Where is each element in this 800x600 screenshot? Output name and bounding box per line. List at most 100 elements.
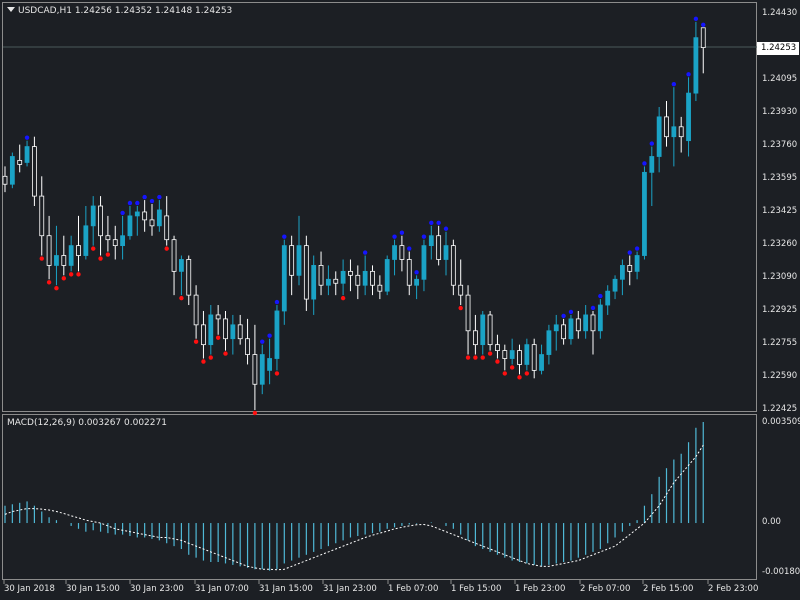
candle-body [39, 195, 45, 237]
candle-body [156, 209, 162, 227]
candle-body [245, 338, 250, 355]
candle-body [495, 344, 500, 351]
price-axis-label: 1.23595 [762, 173, 798, 183]
macd-indicator-pane[interactable]: MACD(12,26,9) 0.003267 0.002271 [2, 414, 757, 580]
time-axis-label: 30 Jan 2018 [4, 584, 55, 594]
candle-body [590, 314, 596, 332]
fractal-down-marker [201, 359, 206, 364]
candle-body [597, 304, 603, 332]
fractal-up-marker [24, 135, 30, 140]
candle-body [17, 160, 23, 165]
fractal-up-marker [421, 234, 427, 239]
time-axis-label: 31 Jan 15:00 [259, 584, 313, 594]
candle-body [178, 259, 184, 272]
candle-body [83, 225, 89, 256]
candle-body [105, 235, 111, 241]
candle-body [68, 245, 74, 266]
candle-body [517, 350, 522, 365]
time-axis-label: 31 Jan 07:00 [195, 584, 249, 594]
candle-body [32, 146, 37, 197]
fractal-down-marker [517, 375, 522, 380]
candle-body [201, 324, 206, 346]
candle-body [223, 318, 228, 340]
fractal-up-marker [414, 270, 419, 275]
fractal-down-marker [164, 246, 169, 251]
fractal-down-marker [465, 355, 471, 360]
candle-body [193, 294, 199, 326]
candle-body [605, 290, 611, 306]
fractal-down-marker [208, 355, 213, 360]
candle-body [531, 344, 537, 371]
fractal-up-marker [260, 339, 265, 344]
macd-signal-line [4, 444, 704, 571]
candle-body [656, 116, 662, 157]
candle-body [377, 284, 383, 292]
candle-body [583, 314, 589, 332]
fractal-up-marker [407, 246, 412, 251]
price-axis-label: 1.23425 [762, 206, 798, 216]
macd-title: MACD(12,26,9) 0.003267 0.002271 [7, 418, 167, 428]
fractal-down-marker [76, 272, 81, 277]
fractal-down-marker [193, 339, 199, 344]
candle-body [127, 215, 133, 237]
fractal-up-marker [686, 72, 691, 77]
candle-body [120, 235, 125, 247]
candle-body [208, 314, 214, 346]
candle-body [649, 156, 655, 173]
price-axis-label: 1.24430 [762, 8, 798, 18]
candle-body [634, 255, 640, 272]
fractal-up-marker [693, 16, 699, 22]
candle-body [171, 239, 177, 272]
price-axis-label: 1.23760 [762, 140, 798, 150]
candle-body [61, 255, 67, 266]
price-chart-pane[interactable]: USDCAD,H1 1.24256 1.24352 1.24148 1.2425… [2, 2, 757, 412]
candle-body [443, 245, 449, 260]
price-axis-label: 1.24095 [762, 74, 798, 84]
candle-body [642, 171, 647, 256]
candle-body [678, 126, 684, 138]
fractal-up-marker [282, 234, 287, 239]
candle-body [472, 330, 478, 346]
candle-body [568, 318, 574, 340]
price-axis-label: 1.23930 [762, 107, 798, 117]
candle-body [686, 92, 691, 142]
candle-body [355, 274, 361, 286]
symbol-title: USDCAD,H1 1.24256 1.24352 1.24148 1.2425… [7, 6, 232, 16]
candle-body [502, 350, 508, 359]
fractal-up-marker [590, 305, 596, 311]
candle-body [267, 358, 273, 371]
candle-body [259, 354, 265, 385]
time-axis-label: 30 Jan 23:00 [130, 584, 184, 594]
fractal-down-marker [473, 355, 478, 360]
fractal-up-marker [634, 246, 640, 251]
candle-body [325, 278, 331, 286]
candle-body [406, 259, 412, 286]
candle-body [671, 126, 677, 138]
price-axis-label: 1.23090 [762, 272, 798, 282]
candle-body [186, 259, 192, 296]
fractal-down-marker [39, 256, 44, 261]
fractal-up-marker [443, 226, 449, 231]
macd-axis-label: 0.00 [762, 517, 781, 527]
candle-body [90, 205, 96, 227]
candle-body [9, 156, 15, 185]
candle-body [318, 265, 324, 286]
candle-body [370, 270, 375, 286]
candle-body [362, 270, 368, 286]
candle-body [627, 265, 633, 272]
candle-body [164, 215, 170, 241]
candle-body [112, 239, 118, 247]
candle-body [237, 324, 243, 340]
candle-body [142, 211, 148, 221]
candle-body [700, 27, 706, 48]
candle-body [384, 259, 390, 292]
candle-body [414, 278, 420, 286]
fractal-up-marker [701, 22, 706, 27]
fractal-up-marker [649, 141, 654, 146]
candle-body [303, 245, 309, 300]
fractal-up-marker [392, 234, 397, 239]
fractal-down-marker [54, 286, 59, 291]
current-price-tag: 1.24253 [757, 42, 799, 55]
fractal-down-marker [61, 276, 66, 281]
